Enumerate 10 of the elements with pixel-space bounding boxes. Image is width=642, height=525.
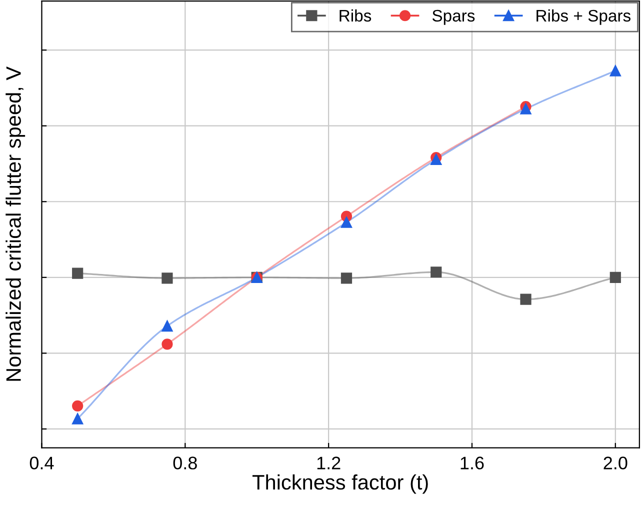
legend-label: Ribs [340,9,372,22]
x-tick-label: 0.8 [173,456,197,470]
x-tick-label: 1.2 [317,456,340,470]
y-axis-title: Normalized critical flutter speed, V [6,66,26,381]
x-tick-label: 0.4 [30,456,54,470]
x-tick-label: 2.0 [604,456,628,470]
x-axis-title: Thickness factor (t) [252,474,428,494]
x-tick-label: 1.6 [460,456,484,470]
legend-label: Spars [432,10,475,25]
legend-label: Ribs + Spars [536,9,630,25]
